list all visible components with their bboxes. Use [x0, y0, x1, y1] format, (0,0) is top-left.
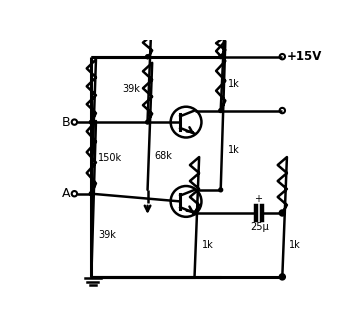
Circle shape	[219, 109, 223, 113]
Circle shape	[193, 211, 196, 215]
Text: 150k: 150k	[98, 153, 122, 163]
Text: 68k: 68k	[155, 151, 172, 161]
Circle shape	[146, 55, 149, 59]
Text: 25μ: 25μ	[251, 222, 269, 232]
Circle shape	[89, 192, 93, 196]
Text: B: B	[62, 116, 70, 129]
Text: 1k: 1k	[228, 145, 239, 155]
Circle shape	[280, 211, 284, 215]
Text: +15V: +15V	[287, 50, 322, 63]
Text: +: +	[254, 194, 262, 204]
Text: 39k: 39k	[98, 230, 116, 240]
Text: A: A	[62, 187, 70, 200]
Text: 1k: 1k	[289, 240, 301, 250]
Text: 1k: 1k	[201, 240, 213, 250]
Circle shape	[89, 120, 93, 124]
Text: 39k: 39k	[123, 84, 141, 94]
Circle shape	[280, 275, 284, 279]
Circle shape	[89, 192, 93, 196]
Circle shape	[219, 55, 223, 59]
Text: 1k: 1k	[228, 78, 239, 89]
Circle shape	[219, 188, 223, 192]
Circle shape	[146, 120, 149, 124]
